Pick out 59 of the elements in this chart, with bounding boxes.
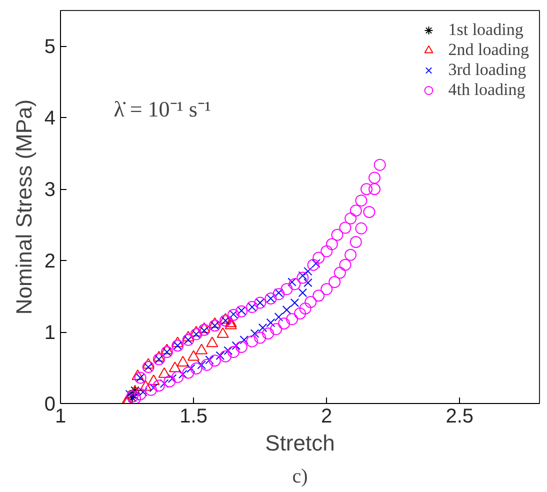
point [125, 390, 134, 399]
point [172, 336, 184, 348]
legend-label: 4th loading [448, 80, 526, 100]
x-tick-label: 2.5 [446, 406, 474, 428]
point [196, 344, 208, 354]
point [197, 360, 206, 370]
point [298, 288, 308, 298]
point [282, 306, 292, 314]
point [224, 346, 233, 356]
y-tick-label: 0 [44, 394, 56, 416]
point [198, 322, 210, 333]
point [298, 271, 308, 280]
x-tick-label: 2 [321, 406, 332, 428]
point [188, 350, 200, 361]
point [160, 344, 173, 354]
point [182, 330, 194, 342]
point [219, 313, 232, 324]
point [200, 326, 209, 336]
point [206, 336, 218, 348]
point [250, 329, 260, 338]
point [304, 266, 312, 276]
y-tick-label: 2 [44, 250, 56, 273]
text: c) [292, 466, 308, 488]
point [290, 298, 300, 308]
point [140, 380, 152, 391]
point [148, 374, 160, 386]
x-axis-title: Stretch [265, 430, 335, 456]
point [216, 351, 225, 360]
point [130, 392, 140, 401]
point [240, 336, 249, 344]
point [208, 317, 221, 328]
y-tick-label: 1 [44, 322, 56, 344]
point [168, 374, 177, 383]
point [274, 288, 284, 298]
legend-label: 3rd loading [448, 60, 526, 80]
point [168, 362, 181, 372]
point [158, 367, 170, 378]
point [142, 358, 154, 369]
point [274, 312, 284, 322]
point [258, 323, 268, 332]
point [266, 318, 276, 328]
legend-label: 2nd loading [448, 40, 529, 60]
y-tick-label: 4 [44, 108, 56, 130]
point [205, 356, 214, 364]
point [152, 350, 165, 362]
point [132, 369, 144, 380]
y-tick-label: 3 [44, 179, 56, 202]
point [304, 278, 312, 288]
point [176, 356, 189, 366]
point [232, 341, 241, 350]
point [178, 370, 188, 379]
legend-label: 1st loading [448, 20, 524, 40]
point [216, 327, 229, 338]
annotation: λ̇ = 10⁻¹ s⁻¹ [114, 96, 212, 122]
point [190, 326, 202, 336]
point [149, 383, 158, 392]
y-tick-label: 5 [44, 36, 56, 58]
y-axis-title: Nominal Stress (MPa) [11, 99, 36, 315]
x-tick-label: 1.5 [180, 406, 208, 428]
